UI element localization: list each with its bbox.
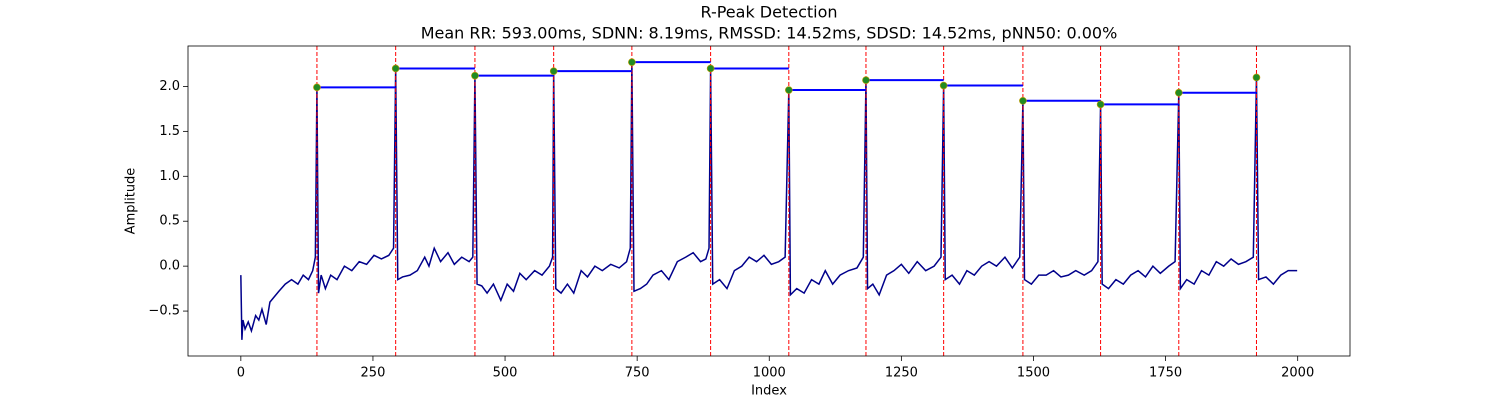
x-axis-label: Index xyxy=(751,384,787,399)
y-tick-label: 2.0 xyxy=(159,79,180,94)
chart-title: R-Peak Detection xyxy=(700,3,837,22)
x-tick-label: 250 xyxy=(361,366,386,381)
x-tick-label: 2000 xyxy=(1281,366,1314,381)
y-tick-label: 0.0 xyxy=(159,259,180,274)
plot-frame xyxy=(187,45,1351,357)
peak-marker xyxy=(1019,97,1027,105)
y-tick-label: 1.5 xyxy=(159,124,180,139)
x-tick-label: 1250 xyxy=(885,366,918,381)
peak-marker xyxy=(1096,100,1105,109)
x-tick-label: 1500 xyxy=(1017,366,1050,381)
x-tick-label: 750 xyxy=(625,366,650,381)
y-axis-label: Amplitude xyxy=(124,168,139,235)
peak-marker xyxy=(706,64,715,73)
peak-marker xyxy=(1252,73,1261,82)
peak-marker xyxy=(471,71,479,80)
peak-marker xyxy=(313,83,321,92)
x-tick-label: 1750 xyxy=(1149,366,1182,381)
peak-marker xyxy=(628,58,636,66)
peak-marker xyxy=(939,81,948,90)
y-tick-label: 0.5 xyxy=(159,214,180,229)
peak-marker xyxy=(1174,88,1183,97)
signal-line xyxy=(240,62,1298,340)
peak-marker xyxy=(549,67,558,75)
y-tick-label: 1.0 xyxy=(159,169,180,184)
x-tick-label: 0 xyxy=(237,366,245,381)
peak-marker xyxy=(785,86,793,94)
chart-subtitle: Mean RR: 593.00ms, SDNN: 8.19ms, RMSSD: … xyxy=(421,24,1118,43)
peak-marker xyxy=(391,64,400,73)
peak-marker xyxy=(862,76,870,84)
y-tick-label: −0.5 xyxy=(148,304,180,319)
x-tick-label: 1000 xyxy=(753,366,786,381)
x-tick-label: 500 xyxy=(493,366,518,381)
